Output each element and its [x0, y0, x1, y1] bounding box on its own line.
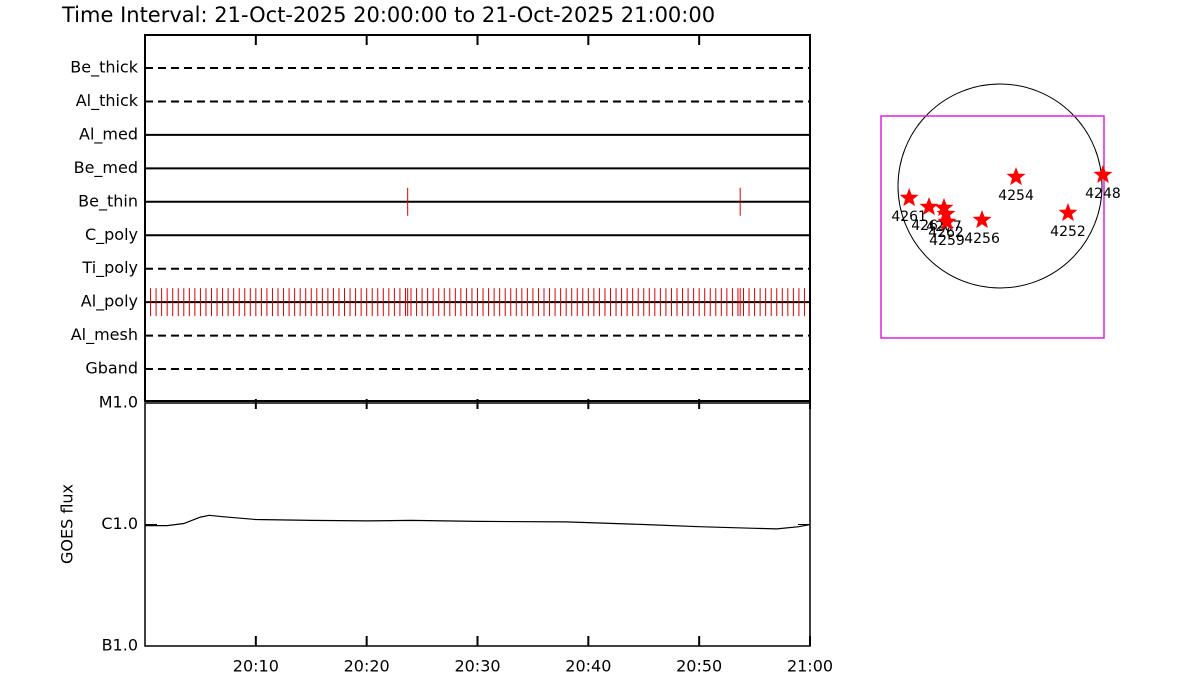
- filter-label: Ti_poly: [81, 258, 138, 278]
- region-star: [936, 204, 956, 223]
- x-tick-label: 20:30: [454, 657, 500, 676]
- filter-label: Be_thin: [78, 191, 138, 211]
- filter-label: Be_med: [74, 158, 138, 178]
- y-tick-label: C1.0: [101, 514, 138, 533]
- region-star: [972, 210, 992, 229]
- region-star: [1058, 203, 1078, 222]
- filter-label: Be_thick: [70, 58, 138, 78]
- title: Time Interval: 21-Oct-2025 20:00:00 to 2…: [61, 3, 715, 27]
- region-star: [934, 198, 954, 217]
- region-star: [1093, 164, 1113, 183]
- x-tick-label: 20:20: [344, 657, 390, 676]
- region-star: [937, 212, 957, 231]
- filter-label: Al_med: [79, 124, 138, 144]
- region-star: [1006, 167, 1026, 186]
- region-star: [919, 197, 939, 216]
- y-tick-label: B1.0: [102, 636, 138, 655]
- region-label: 4261: [891, 209, 927, 225]
- region-label: 4256: [964, 231, 1000, 247]
- goes-curve: [145, 514, 811, 530]
- filter-label: Al_mesh: [71, 325, 138, 345]
- region-label: 4263: [911, 218, 947, 234]
- filter-label: Gband: [85, 359, 138, 378]
- solar-disk: [897, 83, 1103, 289]
- x-tick-label: 21:00: [787, 657, 833, 676]
- region-label: 4252: [1050, 224, 1086, 240]
- filter-label: Al_poly: [81, 292, 138, 312]
- x-tick-label: 20:50: [676, 657, 722, 676]
- x-tick-label: 20:40: [565, 657, 611, 676]
- region-label: 4259: [929, 233, 965, 249]
- region-star: [899, 188, 919, 207]
- region-label: 4254: [998, 188, 1034, 204]
- y-tick-label: M1.0: [99, 393, 138, 412]
- filter-label: Al_thick: [76, 91, 139, 111]
- region-label: 4262: [928, 225, 964, 241]
- x-tick-label: 20:10: [233, 657, 279, 676]
- field-of-view: [880, 115, 1105, 339]
- region-label: 4248: [1085, 186, 1121, 202]
- y-axis-label: GOES flux: [58, 484, 77, 564]
- filter-label: C_poly: [85, 225, 138, 245]
